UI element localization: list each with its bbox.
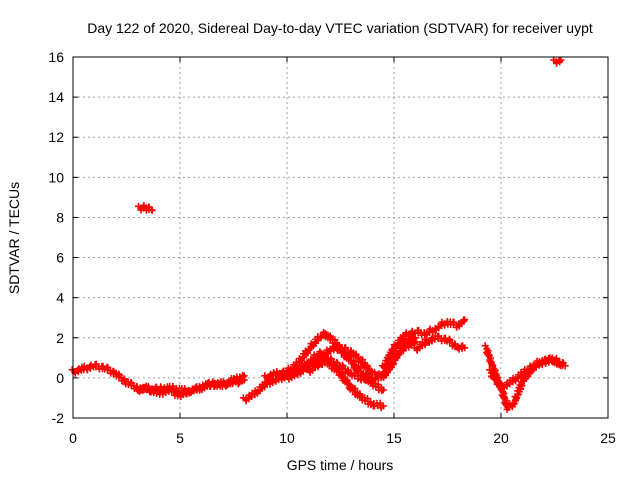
x-tick-label: 20 xyxy=(493,430,509,446)
data-point-track-j xyxy=(557,362,565,370)
data-point-track-f xyxy=(411,338,419,346)
plot-frame xyxy=(72,56,609,419)
y-tick-label: 16 xyxy=(48,49,64,65)
y-tick-label: -2 xyxy=(52,410,65,426)
data-point-outlier-8 xyxy=(148,206,156,214)
data-point-track-b xyxy=(240,372,248,380)
y-tick-label: 14 xyxy=(48,89,64,105)
data-point-track-i xyxy=(512,394,520,402)
data-point-track-g xyxy=(461,316,469,324)
y-tick-label: 10 xyxy=(48,169,64,185)
data-point-outlier-16 xyxy=(557,56,565,64)
y-tick-label: 6 xyxy=(56,250,64,266)
x-tick-label: 5 xyxy=(176,430,184,446)
y-tick-label: 8 xyxy=(56,209,64,225)
x-tick-label: 15 xyxy=(386,430,402,446)
data-point-track-h xyxy=(461,344,469,352)
data-point-track-i xyxy=(510,400,518,408)
y-tick-label: 4 xyxy=(56,290,64,306)
y-tick-label: 2 xyxy=(56,330,64,346)
y-tick-label: 12 xyxy=(48,129,64,145)
data-point-track-c xyxy=(379,402,387,410)
data-point-track-d xyxy=(379,386,387,394)
data-points xyxy=(68,56,569,413)
chart-title: Day 122 of 2020, Sidereal Day-to-day VTE… xyxy=(87,20,593,36)
x-tick-label: 10 xyxy=(279,430,295,446)
y-tick-label: 0 xyxy=(56,370,64,386)
x-tick-label: 25 xyxy=(600,430,616,446)
x-tick-label: 0 xyxy=(69,430,77,446)
y-axis-label: SDTVAR / TECUs xyxy=(6,182,22,294)
x-axis-label: GPS time / hours xyxy=(287,457,394,473)
data-point-track-b xyxy=(239,373,247,381)
